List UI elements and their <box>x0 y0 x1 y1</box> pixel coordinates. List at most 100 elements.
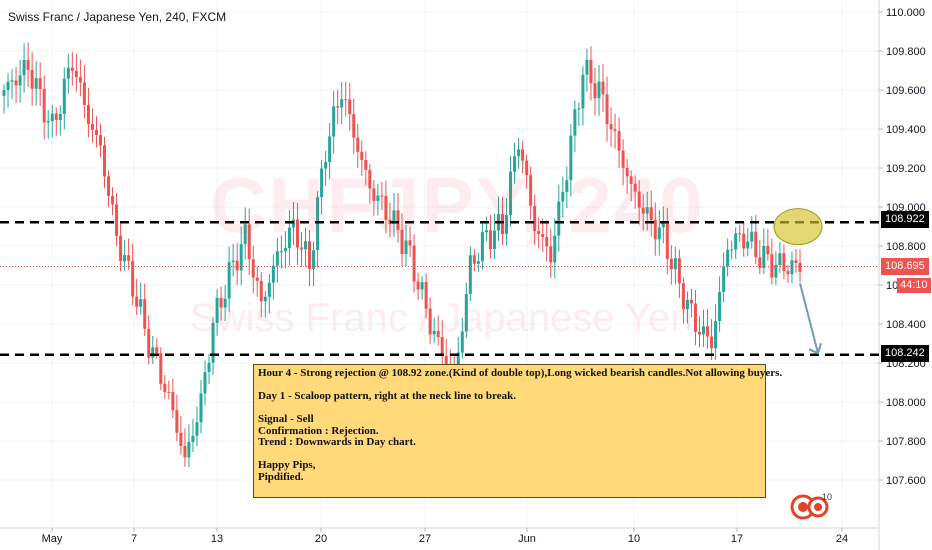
candle-body <box>251 259 255 278</box>
candle-body <box>460 331 464 353</box>
candle-body <box>738 233 742 235</box>
candle-body <box>239 244 243 271</box>
candle-body <box>376 195 380 201</box>
candle-body <box>669 258 673 270</box>
candle-body <box>195 422 199 436</box>
pipdified-logo[interactable]: 10 <box>790 490 840 520</box>
candle-body <box>577 108 581 110</box>
candle-body <box>685 299 689 310</box>
candle-body <box>428 308 432 335</box>
candle-body <box>424 282 428 309</box>
candle-body <box>798 262 802 272</box>
candle-body <box>111 195 115 205</box>
candle-body <box>203 371 207 394</box>
candle-body <box>557 201 561 236</box>
candle-body <box>657 227 661 240</box>
rejection-zone-circle[interactable] <box>773 208 823 246</box>
candle-body <box>472 255 476 264</box>
candle-body <box>336 106 340 108</box>
candle-body <box>762 245 766 268</box>
projection-arrow-shaft[interactable] <box>799 283 819 354</box>
logo-dot-right <box>814 503 822 511</box>
analysis-note[interactable]: Hour 4 - Strong rejection @ 108.92 zone.… <box>253 364 782 498</box>
candle-body <box>702 326 706 335</box>
candle-body <box>151 347 155 358</box>
candle-body <box>501 214 505 234</box>
candle-body <box>115 204 119 236</box>
candle-body <box>794 260 798 263</box>
candle-body <box>513 156 517 172</box>
bar-countdown-tag: 44:10 <box>897 278 931 293</box>
y-axis-tick-label: 109.800 <box>886 46 926 58</box>
candle-body <box>585 59 589 75</box>
x-axis-tick-label: 27 <box>419 533 431 545</box>
candle-body <box>175 410 179 433</box>
candle-body <box>549 246 553 263</box>
candle-body <box>605 94 609 125</box>
candle-body <box>58 114 62 120</box>
candle-body <box>665 223 669 259</box>
x-axis-tick-label: 13 <box>211 533 223 545</box>
candle-body <box>754 231 758 258</box>
candle-body <box>714 321 718 349</box>
candle-body <box>360 151 364 160</box>
instrument-title[interactable]: Swiss Franc / Japanese Yen, 240, FXCM <box>8 10 227 24</box>
candle-body <box>86 104 90 124</box>
candle-body <box>734 233 738 250</box>
candle-body <box>291 219 295 228</box>
candle-body <box>400 229 404 255</box>
note-line: Confirmation : Rejection. <box>258 424 379 437</box>
candle-body <box>505 215 509 234</box>
candle-body <box>408 240 412 246</box>
candle-body <box>163 383 167 392</box>
candle-body <box>14 80 18 86</box>
candle-body <box>143 299 147 329</box>
x-axis-tick-label: 24 <box>836 533 848 545</box>
symbol-watermark: CHFJPY, 240 <box>210 161 705 249</box>
candle-body <box>295 219 299 248</box>
candle-body <box>308 241 312 269</box>
candle-body <box>697 331 701 335</box>
candle-body <box>364 159 368 170</box>
candle-body <box>689 299 693 304</box>
y-axis-tick-label: 107.600 <box>886 475 926 487</box>
x-axis-tick-label: 20 <box>315 533 327 545</box>
candle-body <box>380 195 384 197</box>
candle-body <box>436 330 440 337</box>
candle-body <box>521 149 525 161</box>
x-axis-tick-label: May <box>42 533 63 545</box>
candle-body <box>774 265 778 278</box>
x-axis-tick-label: Jun <box>518 533 536 545</box>
candle-body <box>561 191 565 202</box>
candle-body <box>227 262 231 299</box>
candle-body <box>183 445 187 458</box>
candle-body <box>2 90 6 96</box>
candle-body <box>617 130 621 151</box>
candle-body <box>119 235 123 262</box>
candle-body <box>545 236 549 247</box>
candle-body <box>235 260 239 271</box>
candle-body <box>179 432 183 446</box>
candle-body <box>444 356 448 367</box>
candle-body <box>613 129 617 131</box>
candle-body <box>66 67 70 79</box>
y-axis-tick-label: 110.000 <box>886 7 925 19</box>
candle-body <box>78 77 82 83</box>
candle-body <box>159 353 163 384</box>
candle-body <box>30 69 34 89</box>
resistance-price-tag: 108.922 <box>881 211 929 228</box>
candle-body <box>758 257 762 268</box>
candle-body <box>645 207 649 214</box>
candle-body <box>778 253 782 266</box>
candle-body <box>468 255 472 294</box>
candle-body <box>432 330 436 335</box>
candle-body <box>420 282 424 290</box>
candle-body <box>50 113 54 122</box>
candle-body <box>90 123 94 130</box>
candle-body <box>464 293 468 332</box>
candle-body <box>790 260 794 275</box>
candle-body <box>529 175 533 206</box>
note-line <box>258 403 761 415</box>
y-axis-tick-label: 108.000 <box>886 397 926 409</box>
